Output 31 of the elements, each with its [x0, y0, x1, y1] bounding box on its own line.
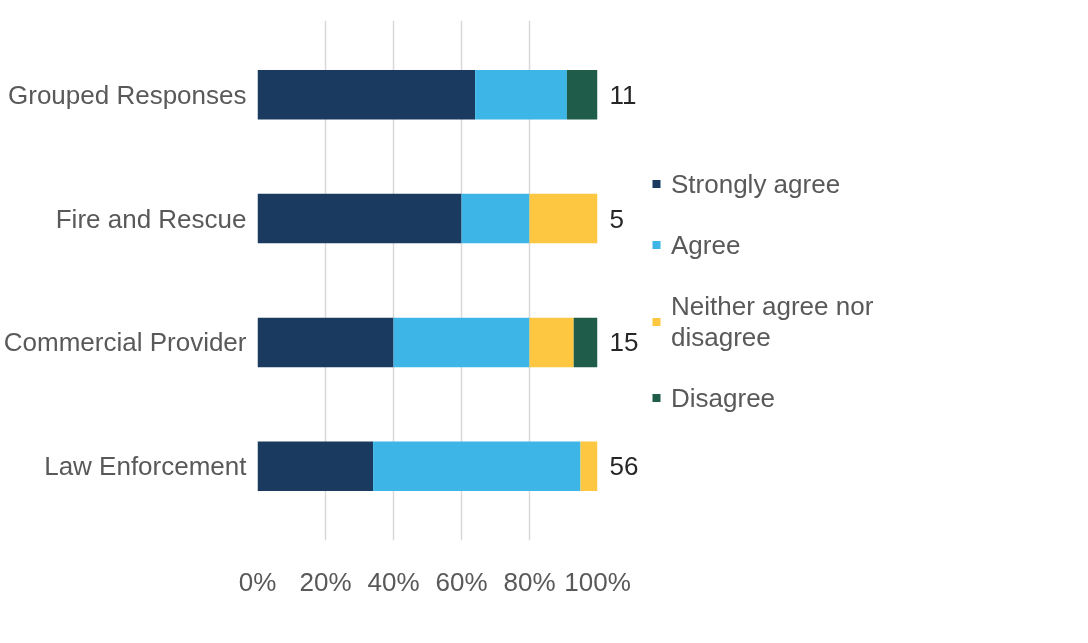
bar [566, 70, 598, 120]
x-tick-label: 40% [367, 566, 420, 597]
bar [529, 317, 574, 368]
y-tick-label: Fire and Rescue [55, 203, 247, 234]
legend-label: Neither agree nor disagree [671, 290, 874, 352]
legend-label: Disagree [671, 382, 776, 413]
y-tick-label: Grouped Responses [8, 79, 247, 110]
legend-label: Strongly agree [671, 168, 841, 199]
text: 56 [609, 451, 639, 482]
bar [475, 70, 567, 120]
x-tick-label: 60% [435, 566, 488, 597]
x-tick-label: 0% [238, 566, 277, 597]
legend-label: Agree [671, 229, 741, 260]
x-tick-label: 20% [299, 566, 352, 597]
bar [373, 441, 581, 491]
x-tick-label: 100% [564, 566, 631, 597]
bar [393, 317, 530, 368]
bar [257, 193, 462, 244]
text: 11 [609, 79, 637, 110]
y-tick-label: Commercial Provider [3, 327, 247, 358]
x-tick-label: 80% [503, 566, 556, 597]
bar [580, 441, 598, 491]
bar [257, 317, 394, 368]
bar [529, 193, 598, 244]
bar [461, 193, 530, 244]
bar [573, 317, 598, 368]
y-tick-label: Law Enforcement [44, 451, 248, 482]
text: 5 [609, 203, 624, 234]
bar [257, 441, 374, 491]
text: 15 [609, 327, 639, 358]
bar [257, 70, 476, 120]
